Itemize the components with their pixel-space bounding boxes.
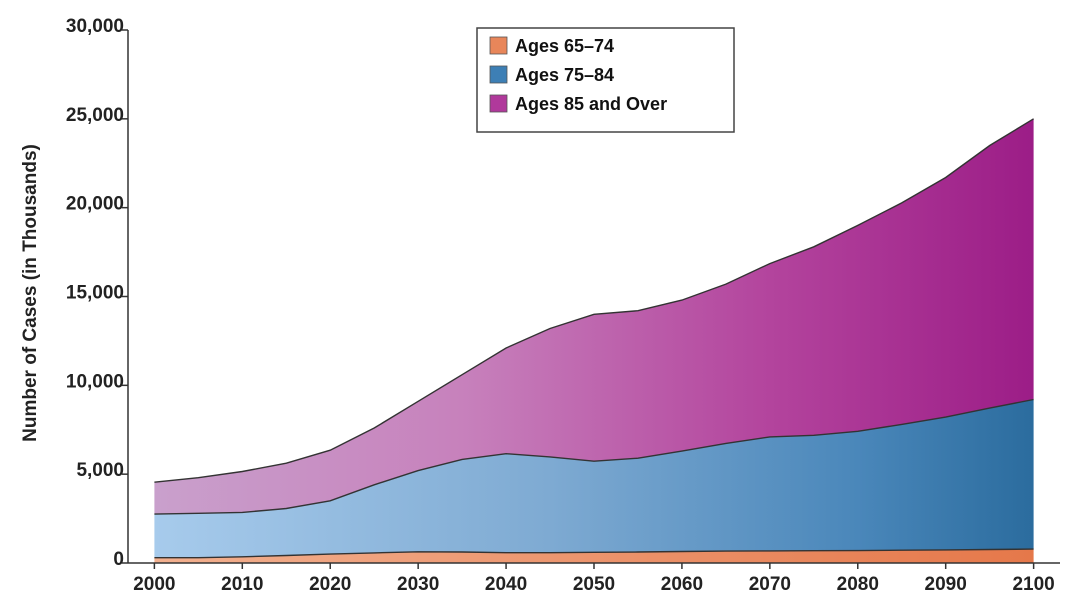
legend-box	[476, 27, 735, 133]
y-tick-label: 10,000	[66, 371, 124, 392]
x-tick-group: 2000 2010 2020 2030 2040 2050 2060 2070 2080 2090…	[133, 563, 1055, 595]
y-tick-label: 0	[113, 549, 124, 570]
x-tick-label: 2000	[133, 574, 175, 595]
y-tick-group: 0 5,000 10,000 15,000 20,000 25,000 30,000	[66, 16, 128, 570]
x-tick-label: 2100	[1012, 574, 1054, 595]
y-tick-label: 15,000	[66, 283, 124, 304]
x-tick-label: 2080	[837, 574, 879, 595]
legend-swatch	[489, 36, 508, 55]
area-series-group	[154, 118, 1034, 563]
x-tick-label: 2020	[309, 574, 351, 595]
legend-label: Ages 65–74	[515, 36, 614, 56]
x-tick-label: 2050	[573, 574, 615, 595]
legend-swatch	[489, 65, 508, 84]
area-edge-ages-75-84	[154, 398, 1034, 515]
area-series-ages-75-84	[154, 399, 1034, 558]
legend-swatch	[489, 94, 508, 113]
legend: Ages 65–74 Ages 75–84 Ages 85 and Over	[476, 27, 735, 133]
y-axis-title: Number of Cases (in Thousands)	[20, 144, 41, 442]
legend-label: Ages 75–84	[515, 65, 614, 85]
y-tick-label: 5,000	[76, 460, 124, 481]
y-tick-label: 30,000	[66, 16, 124, 37]
x-tick-label: 2090	[925, 574, 967, 595]
x-tick-label: 2070	[749, 574, 791, 595]
area-edge-ages-65-74	[154, 548, 1034, 559]
y-tick-label: 25,000	[66, 105, 124, 126]
area-series-ages-85-and-over	[154, 118, 1034, 515]
area-edge-ages-85-and-over	[154, 118, 1034, 483]
y-tick-label: 20,000	[66, 194, 124, 215]
x-tick-label: 2010	[221, 574, 263, 595]
x-tick-label: 2040	[485, 574, 527, 595]
legend-label: Ages 85 and Over	[515, 94, 667, 114]
area-series-ages-65-74	[154, 549, 1034, 563]
x-tick-label: 2060	[661, 574, 703, 595]
x-tick-label: 2030	[397, 574, 439, 595]
